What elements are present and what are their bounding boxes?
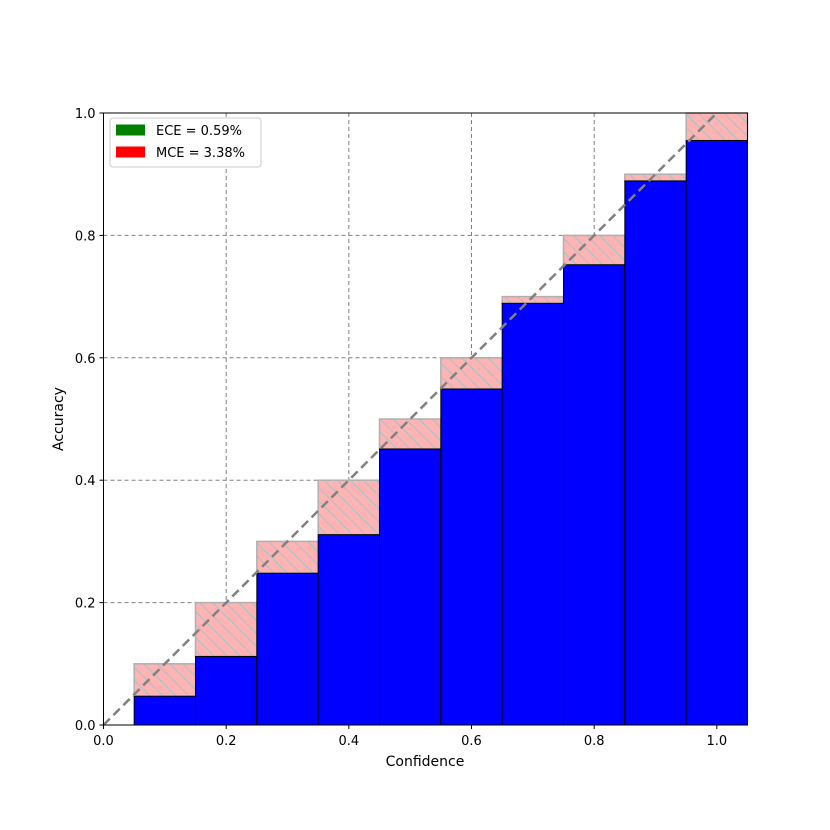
- gap-bar: [685, 112, 749, 142]
- accuracy-bar: [317, 534, 380, 726]
- accuracy-bar: [195, 655, 258, 726]
- x-tick-label: 0.6: [461, 734, 482, 749]
- x-tick-label: 0.8: [584, 734, 605, 749]
- y-tick-label: 0.8: [75, 229, 96, 244]
- y-axis-ticks: 0.0 0.2 0.4 0.6 0.8 1.0: [75, 107, 104, 734]
- x-tick-label: 1.0: [706, 734, 727, 749]
- legend-swatch-mce: [116, 146, 145, 158]
- gap-bar: [624, 173, 687, 182]
- y-tick-label: 0.4: [75, 474, 96, 489]
- accuracy-bars: [133, 140, 749, 726]
- accuracy-bar: [133, 695, 197, 726]
- y-axis-label: Accuracy: [51, 387, 67, 451]
- gap-bar: [256, 540, 319, 574]
- legend-label-mce: MCE = 3.38%: [156, 146, 245, 161]
- plot-frame: [103, 112, 748, 726]
- y-tick-label: 0.2: [75, 597, 96, 612]
- accuracy-bar: [624, 180, 687, 726]
- perfect-calibration-line: [102, 112, 718, 726]
- y-tick-label: 0.0: [75, 719, 96, 734]
- gap-bar: [194, 601, 258, 658]
- y-tick-label: 1.0: [75, 107, 96, 122]
- x-axis-ticks: 0.0 0.2 0.4 0.6 0.8 1.0: [93, 725, 727, 749]
- legend-box: [109, 117, 262, 168]
- gap-bar: [378, 418, 442, 450]
- x-tick-label: 0.2: [216, 734, 237, 749]
- x-axis-label: Confidence: [386, 754, 465, 770]
- y-tick-label: 0.6: [75, 352, 96, 367]
- gap-bar: [440, 357, 503, 390]
- gap-bar: [133, 663, 197, 697]
- accuracy-bar: [256, 572, 319, 726]
- accuracy-bar: [501, 302, 564, 726]
- gap-bar: [562, 234, 626, 266]
- accuracy-bar: [685, 140, 749, 726]
- legend-swatch-ece: [116, 124, 145, 136]
- accuracy-bar: [440, 388, 503, 726]
- accuracy-bar: [379, 448, 442, 726]
- legend-label-ece: ECE = 0.59%: [156, 124, 242, 139]
- accuracy-bar: [563, 264, 626, 726]
- legend: ECE = 0.59% MCE = 3.38%: [109, 117, 262, 168]
- x-tick-label: 0.4: [338, 734, 359, 749]
- gap-bar: [317, 479, 381, 536]
- x-tick-label: 0.0: [93, 734, 114, 749]
